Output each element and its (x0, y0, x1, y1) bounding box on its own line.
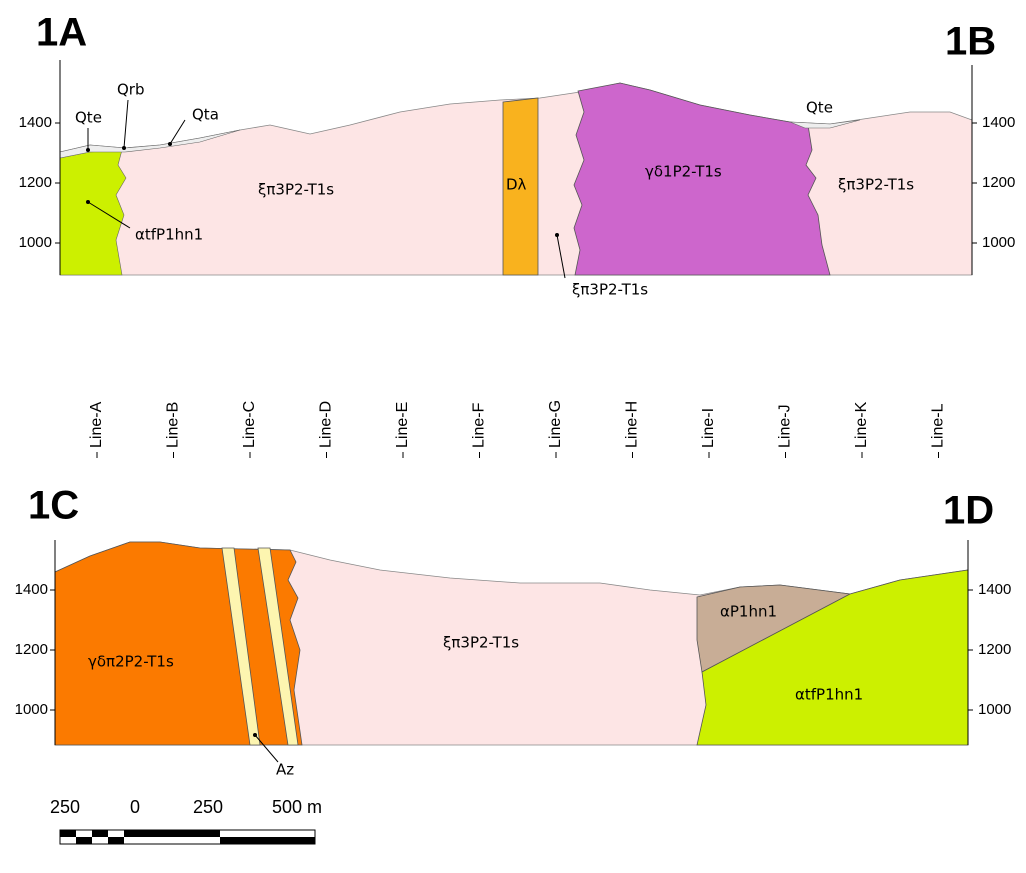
tick-label: 1400 (15, 581, 48, 598)
line-label: Line-C (241, 401, 258, 448)
line-label: Line-A (88, 401, 105, 448)
green-unit (60, 150, 126, 275)
unit-label: ξπ3P2-T1s (838, 176, 914, 194)
tick-label: 1400 (978, 581, 1011, 598)
unit-label: Qta (192, 106, 219, 124)
tick-label: 1200 (19, 174, 52, 191)
tick-label: 1200 (982, 174, 1015, 191)
unit-label: γδ1P2-T1s (645, 163, 722, 181)
line-label: Line-F (471, 402, 488, 448)
unit-label: αtfP1hn1 (135, 226, 203, 244)
tick-label: 1200 (15, 641, 48, 658)
line-label: Line-I (700, 408, 717, 448)
section-label: 1B (945, 20, 996, 64)
line-labels: Line-A Line-B Line-C Line-D Line-E Line-F Line… (88, 400, 947, 458)
unit-label: αtfP1hn1 (795, 686, 863, 704)
unit-label: γδπ2P2-T1s (88, 653, 174, 671)
line-label: Line-G (547, 400, 564, 448)
section-1: 1A 1B 1400 1200 1000 1400 1200 1000 Qte … (19, 11, 1016, 299)
line-label: Line-L (930, 403, 947, 448)
line-label: Line-E (394, 402, 411, 448)
unit-label: Dλ (506, 176, 527, 194)
unit-label: ξπ3P2-T1s (443, 634, 519, 652)
scale-bar: 250 0 250 500 m (50, 797, 322, 844)
unit-label: αP1hn1 (720, 603, 777, 621)
unit-label: Qte (75, 109, 102, 127)
tick-label: 1000 (982, 234, 1015, 251)
unit-label: Qrb (117, 81, 145, 99)
line-label: Line-K (853, 401, 870, 448)
tick-label: 1400 (982, 114, 1015, 131)
unit-label: ξπ3P2-T1s (258, 181, 334, 199)
unit-label: Az (276, 761, 294, 779)
section-label: 1A (36, 11, 87, 55)
line-label: Line-B (165, 402, 182, 448)
unit-label: Qte (806, 99, 833, 117)
section-2: 1C 1D 1400 1200 1000 1400 1200 1000 γδπ2… (15, 484, 1012, 779)
scale-label: 250 (193, 797, 223, 817)
line-label: Line-J (777, 404, 794, 448)
tick-label: 1000 (15, 701, 48, 718)
tick-label: 1400 (19, 114, 52, 131)
section-label: 1C (28, 484, 79, 528)
line-label: Line-D (318, 401, 335, 448)
scale-label: 500 m (272, 797, 322, 817)
tick-label: 1200 (978, 641, 1011, 658)
line-label: Line-H (624, 401, 641, 448)
scale-label: 250 (50, 797, 80, 817)
unit-label: ξπ3P2-T1s (572, 281, 648, 299)
section-label: 1D (943, 489, 994, 533)
tick-label: 1000 (978, 701, 1011, 718)
scale-label: 0 (130, 797, 140, 817)
tick-label: 1000 (19, 234, 52, 251)
cross-sections: 1A 1B 1400 1200 1000 1400 1200 1000 Qte … (0, 0, 1026, 873)
